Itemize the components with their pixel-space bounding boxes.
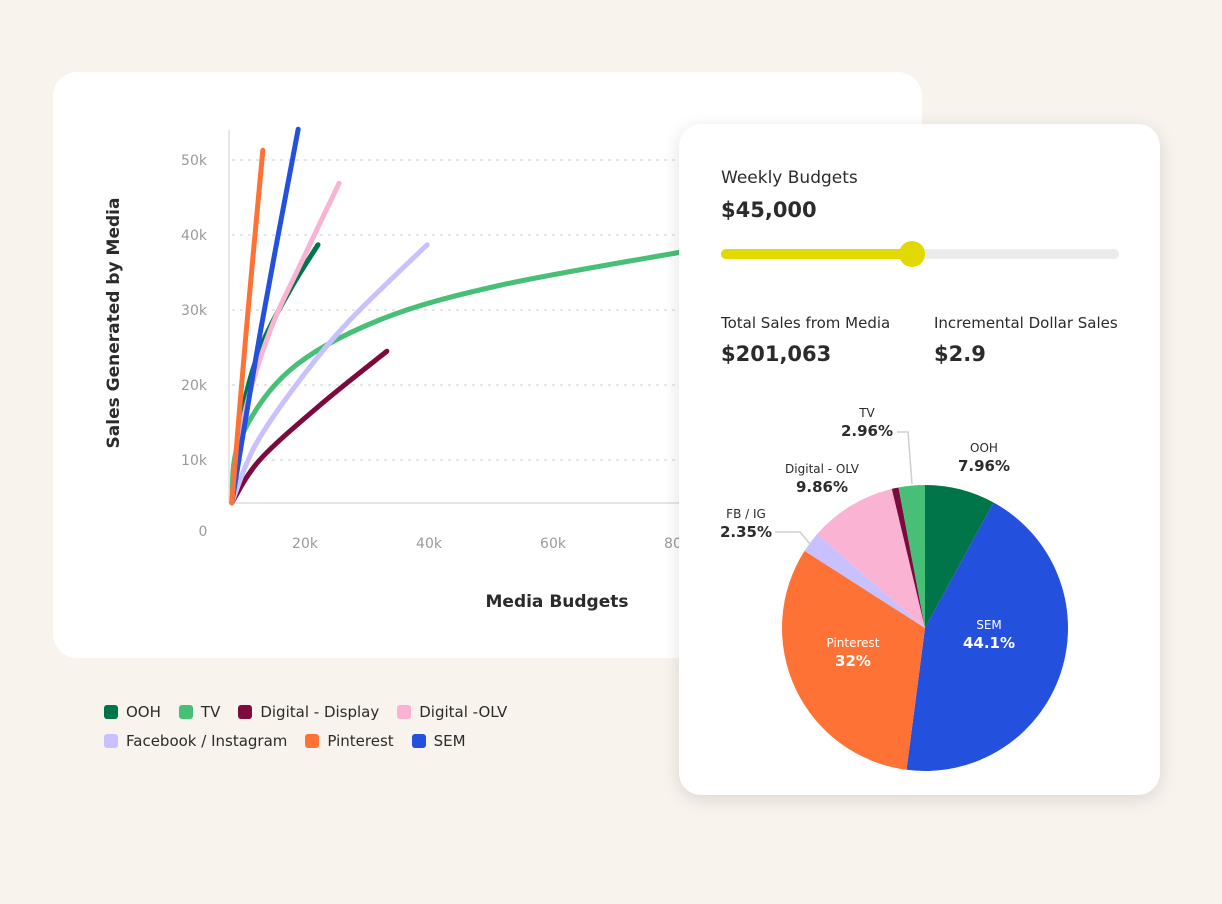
legend-item-digital-olv[interactable]: Digital -OLV <box>397 703 507 721</box>
slider-thumb[interactable] <box>899 241 926 267</box>
legend-label: Pinterest <box>327 732 394 750</box>
pie-slice-tv[interactable] <box>898 485 925 628</box>
legend-swatch <box>104 705 118 719</box>
series-line-sem <box>229 126 301 506</box>
x-tick-label: 60k <box>540 536 566 552</box>
incremental-sales-label: Incremental Dollar Sales <box>934 314 1118 332</box>
pie-slice-pinterest[interactable] <box>782 550 925 770</box>
legend-item-pinterest[interactable]: Pinterest <box>305 732 394 750</box>
chart-legend: OOH TV Digital - Display Digital -OLV Fa… <box>104 703 544 761</box>
x-axis-title: Media Budgets <box>485 592 629 612</box>
pie-label-ooh: OOH 7.96% <box>957 441 1011 475</box>
total-sales-label: Total Sales from Media <box>721 314 891 332</box>
pie-slice-ooh[interactable] <box>925 485 994 628</box>
x-tick-label: 40k <box>416 536 442 552</box>
pie-label-pinterest: Pinterest 32% <box>826 636 880 670</box>
pie-slice-sem[interactable] <box>906 502 1068 771</box>
pie-slice-fb-ig[interactable] <box>804 534 925 628</box>
y-axis-title: Sales Generated by Media <box>104 197 124 449</box>
legend-swatch <box>305 734 320 748</box>
weekly-budgets-label: Weekly Budgets <box>721 168 858 188</box>
tv-leader-line <box>897 431 913 485</box>
x-tick-label: 20k <box>292 536 318 552</box>
pie-slice-digital-display[interactable] <box>891 487 925 628</box>
legend-item-ooh[interactable]: OOH <box>104 703 161 721</box>
y-tick-label: 50k <box>181 153 207 169</box>
legend-label: TV <box>200 703 221 721</box>
legend-swatch <box>238 705 253 719</box>
series-line-digital-display <box>229 348 390 506</box>
series-line-facebook-instagram <box>229 242 430 506</box>
fb-ig-leader-line <box>775 531 811 545</box>
pie-label-fb-ig: FB / IG 2.35% <box>719 507 773 541</box>
legend-item-sem[interactable]: SEM <box>411 732 466 750</box>
legend-label: Digital - Display <box>260 703 380 721</box>
legend-swatch <box>411 734 426 748</box>
legend-swatch <box>178 705 193 719</box>
series-line-pinterest <box>229 147 266 506</box>
legend-item-tv[interactable]: TV <box>178 703 221 721</box>
y-tick-label: 0 <box>198 524 208 540</box>
y-tick-label: 10k <box>181 453 207 469</box>
legend-swatch <box>397 705 412 719</box>
legend-swatch <box>104 734 118 748</box>
legend-item-facebook-instagram[interactable]: Facebook / Instagram <box>104 732 287 750</box>
legend-label: OOH <box>126 703 161 721</box>
budget-summary-card: Weekly Budgets $45,000 Total Sales from … <box>679 124 1160 795</box>
weekly-budget-slider[interactable] <box>721 241 1119 267</box>
legend-item-digital-display[interactable]: Digital - Display <box>238 703 379 721</box>
legend-label: Facebook / Instagram <box>126 732 288 750</box>
y-tick-label: 30k <box>181 303 207 319</box>
pie-label-digital-olv: Digital - OLV 9.86% <box>785 462 859 496</box>
pie-label-tv: TV 2.96% <box>840 406 894 440</box>
slider-fill <box>721 249 913 259</box>
pie-slice-digital-olv[interactable] <box>817 488 925 628</box>
media-share-pie <box>775 431 1068 771</box>
legend-label: Digital -OLV <box>419 703 508 721</box>
legend-label: SEM <box>433 732 466 750</box>
total-sales-value: $201,063 <box>721 342 832 366</box>
weekly-budgets-value: $45,000 <box>721 198 817 222</box>
y-tick-label: 40k <box>181 228 207 244</box>
y-tick-label: 20k <box>181 378 207 394</box>
pie-label-sem: SEM 44.1% <box>962 618 1016 652</box>
incremental-sales-value: $2.9 <box>934 342 986 366</box>
